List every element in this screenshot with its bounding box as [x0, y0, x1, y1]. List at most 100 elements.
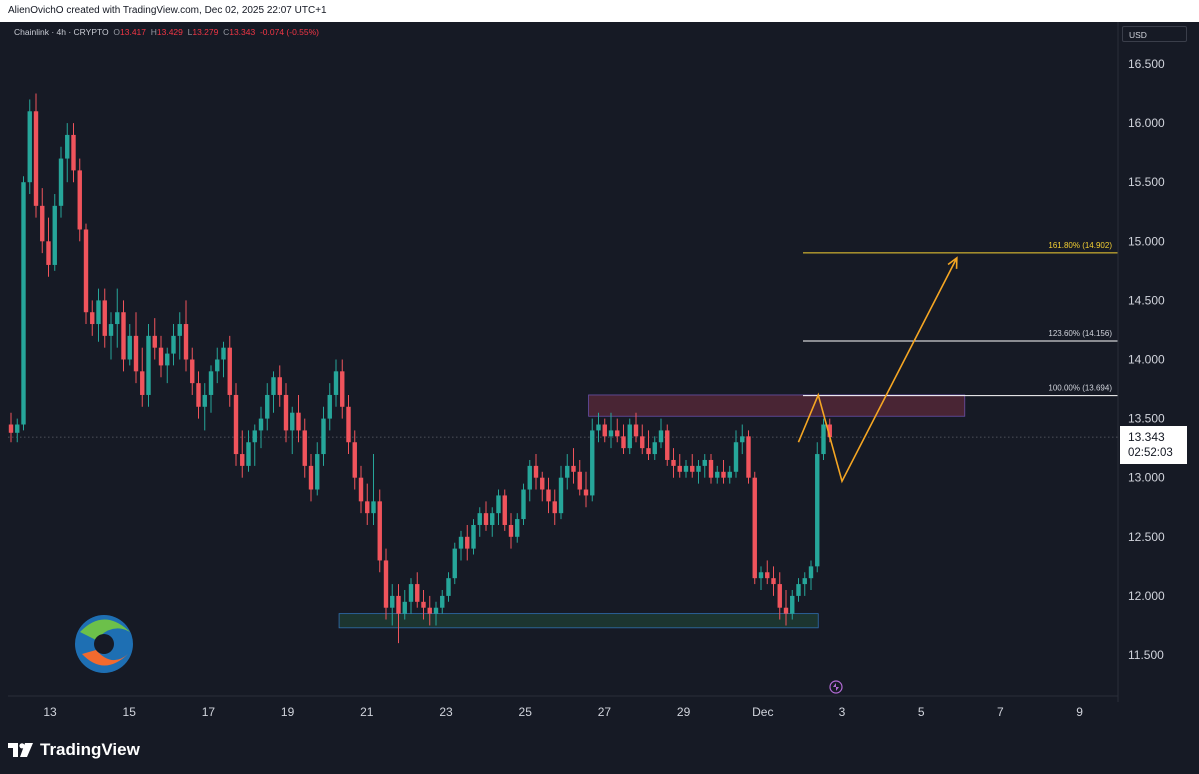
candle-body — [621, 436, 626, 449]
candle-body — [171, 335, 176, 354]
fib-level-label: 123.60% (14.156) — [1048, 329, 1112, 338]
y-tick-label: 13.000 — [1128, 471, 1165, 485]
candle-body — [102, 300, 107, 336]
close-value: 13.343 — [229, 27, 256, 37]
candle-body — [240, 454, 245, 466]
candle-body — [433, 607, 439, 614]
tradingview-logo[interactable]: TradingView — [8, 740, 140, 760]
symbol-label[interactable]: Chainlink · 4h · CRYPTO — [14, 27, 109, 37]
candle-body — [290, 412, 295, 431]
candle-body — [502, 495, 507, 525]
y-tick-label: 11.500 — [1128, 648, 1164, 662]
x-tick-label: 17 — [202, 705, 216, 719]
last-price-value: 13.343 — [1128, 430, 1165, 444]
x-tick-label: 21 — [360, 705, 374, 719]
candle-body — [8, 424, 14, 433]
tradingview-wordmark: TradingView — [40, 740, 140, 759]
candle-body — [733, 442, 739, 472]
candle-body — [496, 495, 501, 514]
candle-body — [377, 501, 382, 561]
candle-body — [252, 430, 257, 443]
last-price-tag: 13.343 02:52:03 — [1120, 426, 1187, 464]
low-label: L — [187, 27, 193, 37]
candle-body — [327, 394, 332, 419]
candle-body — [152, 335, 157, 348]
candle-body — [446, 578, 451, 596]
candle-body — [352, 442, 357, 478]
candle-body — [133, 335, 139, 372]
candle-body — [421, 601, 426, 608]
candle-body — [83, 229, 89, 313]
author-logo-icon — [75, 615, 133, 673]
candle-body — [340, 371, 345, 407]
candle-body — [608, 430, 614, 437]
y-tick-label: 16.500 — [1128, 57, 1165, 71]
candle-body — [108, 324, 114, 336]
candle-body — [658, 430, 664, 443]
candle-body — [471, 524, 476, 549]
high-label: H — [150, 27, 157, 37]
candle-body — [21, 182, 26, 425]
candle-body — [627, 424, 632, 449]
x-tick-label: 27 — [598, 705, 612, 719]
x-tick-label: 25 — [519, 705, 533, 719]
candle-body — [752, 477, 757, 579]
candle-body — [515, 519, 520, 537]
candle-body — [540, 477, 545, 490]
fib-level-label: 100.00% (13.694) — [1048, 384, 1112, 393]
candle-body — [777, 584, 782, 608]
chart-frame[interactable]: 100.00% (13.694) 123.60% (14.156) 161.80% … — [0, 22, 1199, 731]
candle-body — [221, 347, 226, 360]
candle-body — [277, 377, 282, 395]
candle-body — [358, 477, 364, 502]
x-tick-label: 15 — [123, 705, 137, 719]
candle-body — [396, 595, 401, 614]
candle-body — [165, 353, 170, 366]
candle-body — [571, 465, 576, 472]
y-tick-label: 13.500 — [1128, 412, 1165, 426]
candle-body — [827, 424, 832, 438]
candle-body — [390, 595, 395, 608]
candle-body — [533, 465, 539, 478]
candle-body — [552, 501, 557, 514]
candle-body — [596, 424, 601, 431]
candle-body — [196, 383, 201, 407]
candle-body — [302, 430, 307, 466]
candle-body — [696, 465, 701, 472]
candle-body — [633, 424, 639, 437]
open-value: 13.417 — [120, 27, 146, 37]
candle-body — [315, 454, 320, 490]
candle-body — [427, 607, 432, 614]
event-bolt-icon — [833, 683, 839, 691]
candle-body — [283, 394, 289, 431]
candle-body — [508, 524, 514, 537]
candle-body — [27, 111, 32, 183]
projection-path — [797, 257, 958, 484]
candle-body — [415, 584, 420, 602]
candle-body — [77, 170, 82, 230]
candle-body — [565, 465, 570, 478]
candle-body — [190, 359, 195, 384]
y-tick-label: 15.500 — [1128, 175, 1165, 189]
author-logo-swoosh-green — [80, 619, 130, 640]
candle-body — [371, 501, 376, 514]
candle-body — [96, 300, 101, 325]
candle-body — [127, 335, 132, 360]
candle-body — [821, 424, 826, 455]
currency-button[interactable]: USD — [1122, 26, 1187, 42]
candle-body — [215, 359, 220, 372]
y-tick-label: 14.000 — [1128, 353, 1165, 367]
fib-level-label: 161.80% (14.902) — [1048, 241, 1112, 250]
candle-body — [452, 548, 457, 579]
candle-body — [640, 436, 645, 449]
candle-body — [546, 489, 551, 502]
y-tick-label: 16.000 — [1128, 116, 1165, 130]
candle-body — [521, 489, 526, 520]
x-tick-label: 29 — [677, 705, 691, 719]
close-label: C — [223, 27, 230, 37]
candle-body — [477, 513, 482, 525]
x-tick-label: Dec — [752, 705, 773, 719]
change-value: -0.074 (-0.55%) — [259, 27, 320, 37]
candle-body — [246, 442, 251, 466]
chart-canvas[interactable]: 100.00% (13.694) 123.60% (14.156) 161.80% … — [0, 22, 1199, 731]
